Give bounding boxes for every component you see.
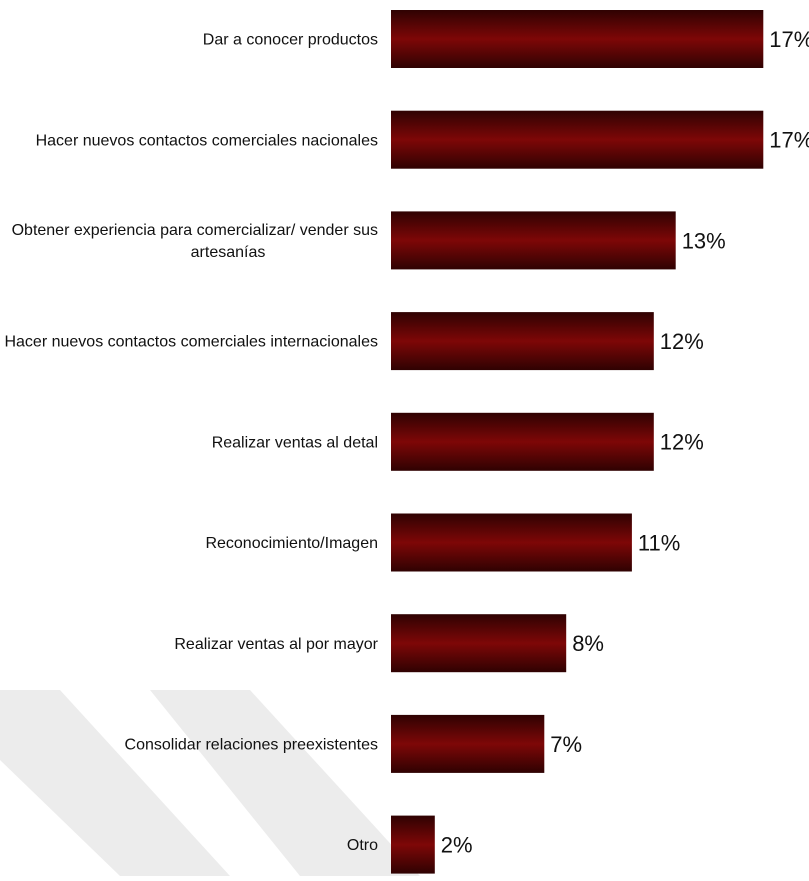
bar-group: Hacer nuevos contactos comerciales inter… [4, 312, 704, 371]
bar-group: Realizar ventas al por mayor 8% [174, 614, 604, 673]
value-label: 7% [550, 732, 582, 757]
bar [391, 211, 676, 270]
category-label: Otro [347, 837, 378, 854]
bar-group: Otro 2% [347, 815, 473, 874]
bar [391, 110, 764, 169]
bar-group: Realizar ventas al detal 12% [212, 412, 704, 471]
bar-group: Consolidar relaciones preexistentes 7% [125, 714, 582, 773]
value-label: 13% [682, 228, 726, 253]
bar [391, 412, 654, 471]
category-label: Dar a conocer productos [203, 32, 378, 49]
value-label: 12% [660, 329, 704, 354]
category-label: Consolidar relaciones preexistentes [125, 737, 378, 754]
value-label: 12% [660, 430, 704, 455]
value-label: 11% [638, 530, 680, 555]
bar-group: Reconocimiento/Imagen 11% [205, 513, 680, 572]
category-label: artesanías [191, 244, 266, 261]
bar-group: Hacer nuevos contactos comerciales nacio… [36, 110, 809, 169]
watermark-chevron-left [0, 690, 230, 876]
value-label: 17% [769, 27, 809, 52]
bar [391, 312, 654, 371]
bar-group: Obtener experiencia para comercializar/ … [12, 211, 726, 270]
bar [391, 10, 764, 68]
category-label: Realizar ventas al detal [212, 434, 378, 451]
category-label: Obtener experiencia para comercializar/ … [12, 222, 378, 239]
category-label: Hacer nuevos contactos comerciales inter… [4, 334, 378, 351]
category-label: Reconocimiento/Imagen [205, 535, 378, 552]
bars-layer: Dar a conocer productos 17% Hacer nuevos c… [4, 10, 809, 874]
value-label: 8% [572, 631, 604, 656]
watermark [0, 690, 420, 876]
bar [391, 815, 435, 874]
watermark-chevron-right [150, 690, 420, 876]
bar-group: Dar a conocer productos 17% [203, 10, 809, 68]
value-label: 2% [441, 833, 473, 858]
bar [391, 614, 567, 673]
category-label: Realizar ventas al por mayor [174, 636, 378, 653]
value-label: 17% [769, 128, 809, 153]
bar [391, 714, 545, 773]
bar [391, 513, 632, 572]
category-label: Hacer nuevos contactos comerciales nacio… [36, 132, 378, 149]
